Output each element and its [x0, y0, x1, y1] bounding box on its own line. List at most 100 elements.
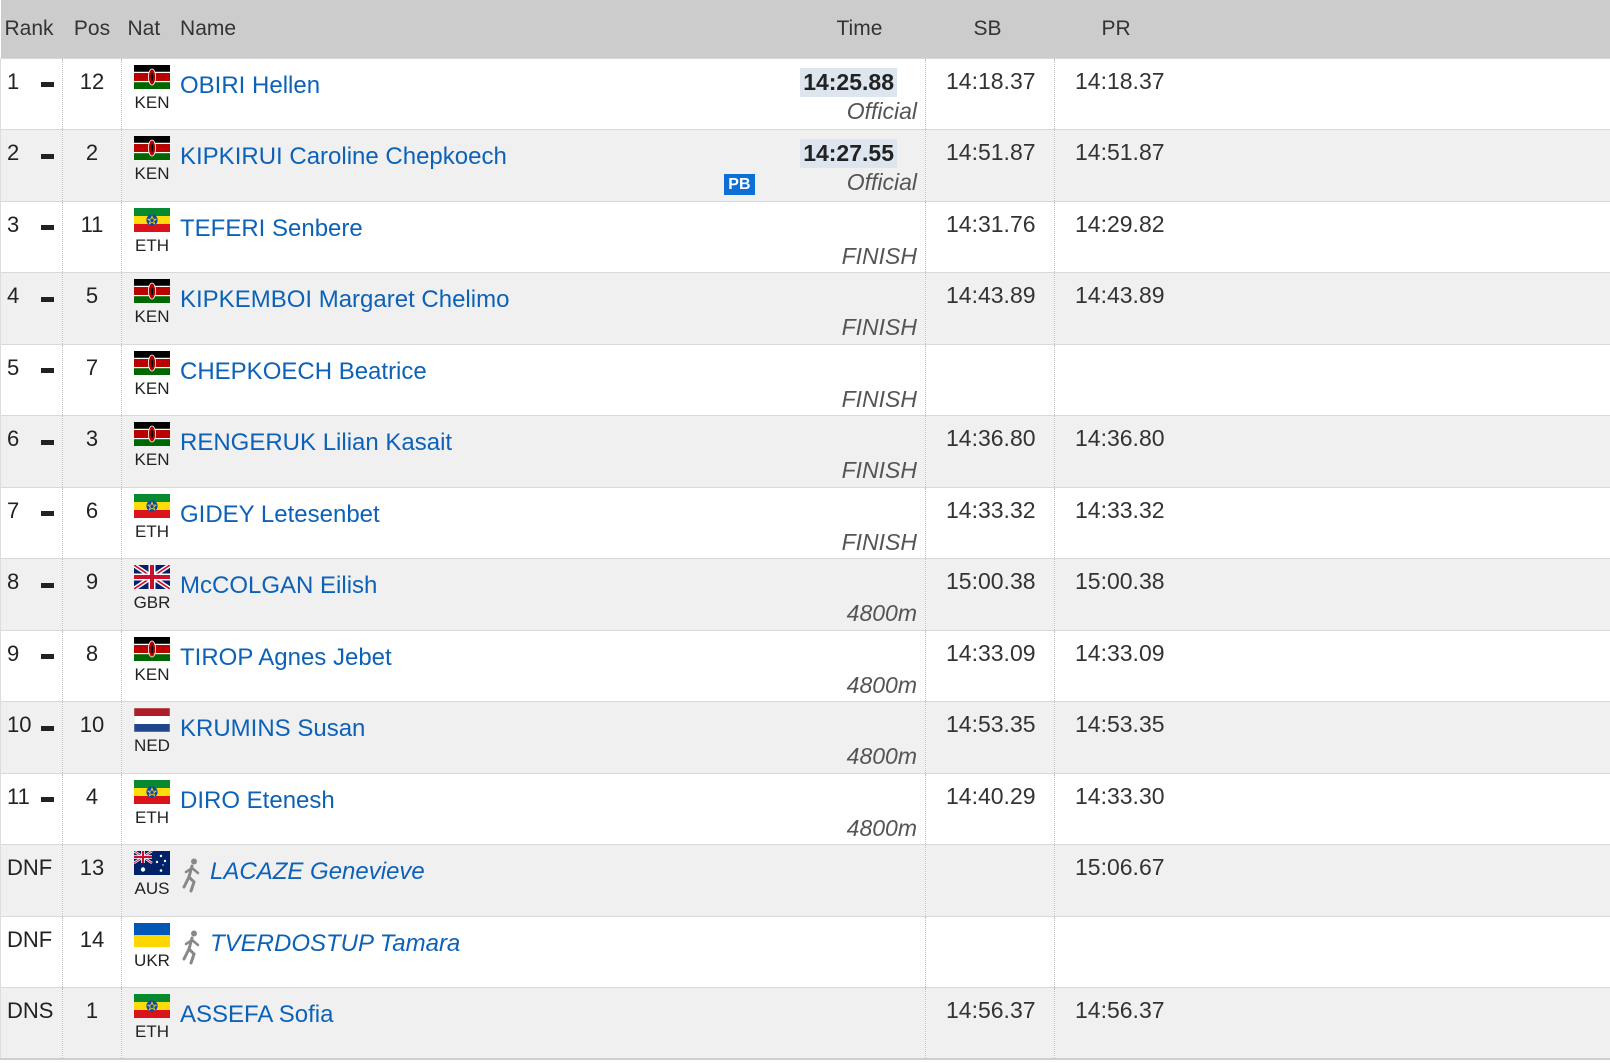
athlete-cell: ETH ASSEFA Sofia [122, 988, 767, 1060]
athlete-cell: KEN RENGERUK Lilian Kasait [122, 416, 767, 488]
name-header[interactable]: Name [180, 16, 237, 40]
athlete-name-link[interactable]: RENGERUK Lilian Kasait [180, 429, 453, 456]
pos-value: 9 [85, 569, 99, 594]
rank-value: 2 [7, 140, 20, 165]
flag-ken-icon [134, 279, 170, 303]
rank-value: 1 [7, 68, 20, 94]
athlete-name-link[interactable]: McCOLGAN Eilish [180, 572, 378, 599]
pos-cell: 6 [62, 487, 122, 559]
pos-value: 3 [85, 426, 99, 451]
sb-value [926, 845, 1054, 854]
sb-value: 14:33.32 [946, 496, 1036, 523]
athlete-name-link[interactable]: TEFERI Senbere [180, 214, 363, 242]
dash-icon [41, 225, 54, 230]
sb-cell [925, 844, 1055, 916]
nat-code: ETH [135, 235, 169, 255]
sb-cell: 14:18.37 [925, 58, 1055, 130]
pos-value: 14 [79, 926, 105, 952]
result-status: 4800m [846, 743, 917, 769]
athlete-name-link[interactable]: LACAZE Genevieve [210, 858, 425, 885]
nat-name-header: Nat Name [122, 0, 767, 58]
pr-cell: 14:36.80 [1055, 416, 1610, 488]
athlete-cell: KEN OBIRI Hellen [122, 58, 767, 130]
result-status: Official [846, 97, 917, 124]
athlete-name-link[interactable]: CHEPKOECH Beatrice [180, 357, 427, 385]
time-header[interactable]: Time [836, 16, 883, 40]
sb-value: 15:00.38 [946, 568, 1036, 594]
flag-eth-icon [134, 207, 170, 232]
pos-cell: 5 [62, 272, 122, 344]
pos-cell: 3 [62, 415, 122, 487]
nat-box: GBR [132, 565, 172, 613]
nat-box: KEN [132, 279, 172, 327]
pr-value: 14:33.09 [1075, 639, 1165, 666]
rank-value: DNF [7, 926, 53, 952]
time-cell [766, 844, 926, 916]
athlete-name-link[interactable]: TVERDOSTUP Tamara [210, 929, 461, 957]
sb-cell: 14:31.76 [925, 201, 1055, 273]
rank-value: 6 [7, 426, 20, 451]
flag-ken-icon [134, 422, 170, 446]
pos-cell: 1 [62, 987, 122, 1059]
result-time: 14:27.55 [800, 139, 897, 168]
time-cell: 14:27.55 Official [766, 129, 926, 201]
nat-header[interactable]: Nat [127, 16, 161, 40]
sb-header[interactable]: SB [973, 16, 1002, 40]
nat-code: ETH [135, 1022, 169, 1041]
rank-cell: DNS [0, 987, 63, 1059]
table-row: DNF 13 AUS LACAZE Genevieve 15:06.67 [0, 844, 1610, 917]
nat-box: ETH [132, 779, 172, 828]
rank-value: 8 [7, 569, 20, 594]
rank-header[interactable]: Rank [4, 16, 54, 40]
athlete-name-link[interactable]: GIDEY Letesenbet [180, 500, 380, 528]
result-status: 4800m [846, 814, 917, 841]
table-row: 1 12 KEN OBIRI Hellen 14:25.88 Official 14:18.… [0, 58, 1610, 130]
pos-cell: 12 [62, 58, 122, 130]
sb-cell: 14:33.32 [925, 487, 1055, 559]
athlete-cell: NED KRUMINS Susan [122, 702, 767, 774]
result-status: FINISH [841, 314, 917, 340]
rank-cell: DNF [0, 916, 63, 988]
pos-value: 2 [85, 140, 99, 165]
time-cell [766, 916, 926, 988]
flag-ken-icon [134, 64, 170, 89]
athlete-name-link[interactable]: KIPKIRUI Caroline Chepkoech [180, 143, 507, 170]
nat-code: AUS [134, 879, 170, 898]
pos-value: 13 [79, 855, 105, 880]
athlete-name-link[interactable]: ASSEFA Sofia [180, 1001, 334, 1028]
pr-header[interactable]: PR [1101, 16, 1131, 40]
pr-value: 14:36.80 [1075, 425, 1165, 451]
pos-header[interactable]: Pos [73, 16, 111, 40]
pos-cell: 8 [62, 630, 122, 702]
pos-cell: 2 [62, 129, 122, 201]
athlete-name-link[interactable]: TIROP Agnes Jebet [180, 643, 392, 671]
rank-cell: 6 [0, 415, 63, 487]
nat-box: KEN [132, 422, 172, 470]
table-row: DNS 1 ETH ASSEFA Sofia 14:56.37 14:56.37 [0, 987, 1610, 1060]
time-cell: FINISH [766, 415, 926, 487]
table-row: 10 10 NED KRUMINS Susan 4800m 14:53.35 14:53.3… [0, 701, 1610, 774]
pos-cell: 9 [62, 558, 122, 630]
sb-value: 14:51.87 [946, 139, 1036, 165]
dash-icon [41, 797, 54, 802]
sb-cell: 14:40.29 [925, 773, 1055, 845]
athlete-name-link[interactable]: OBIRI Hellen [180, 71, 321, 99]
athlete-name-link[interactable]: KIPKEMBOI Margaret Chelimo [180, 286, 510, 313]
nat-box: ETH [132, 207, 172, 256]
pr-cell: 14:29.82 [1055, 201, 1610, 273]
nat-code: GBR [133, 593, 171, 612]
nat-code: KEN [134, 164, 170, 183]
nat-box: AUS [132, 851, 172, 899]
pr-value [1055, 917, 1610, 926]
time-cell: 4800m [766, 558, 926, 630]
flag-ned-icon [134, 708, 170, 732]
sb-cell: 14:33.09 [925, 630, 1055, 702]
nat-code: UKR [134, 950, 170, 970]
pb-badge: PB [724, 173, 755, 195]
rank-value: 5 [7, 354, 20, 380]
athlete-name-link[interactable]: KRUMINS Susan [180, 715, 366, 742]
table-row: 2 2 KEN KIPKIRUI Caroline Chepkoech PB 14:27.… [0, 129, 1610, 201]
athlete-name-link[interactable]: DIRO Etenesh [180, 786, 335, 814]
pr-value [1055, 345, 1610, 354]
athlete-cell: AUS LACAZE Genevieve [122, 845, 767, 917]
